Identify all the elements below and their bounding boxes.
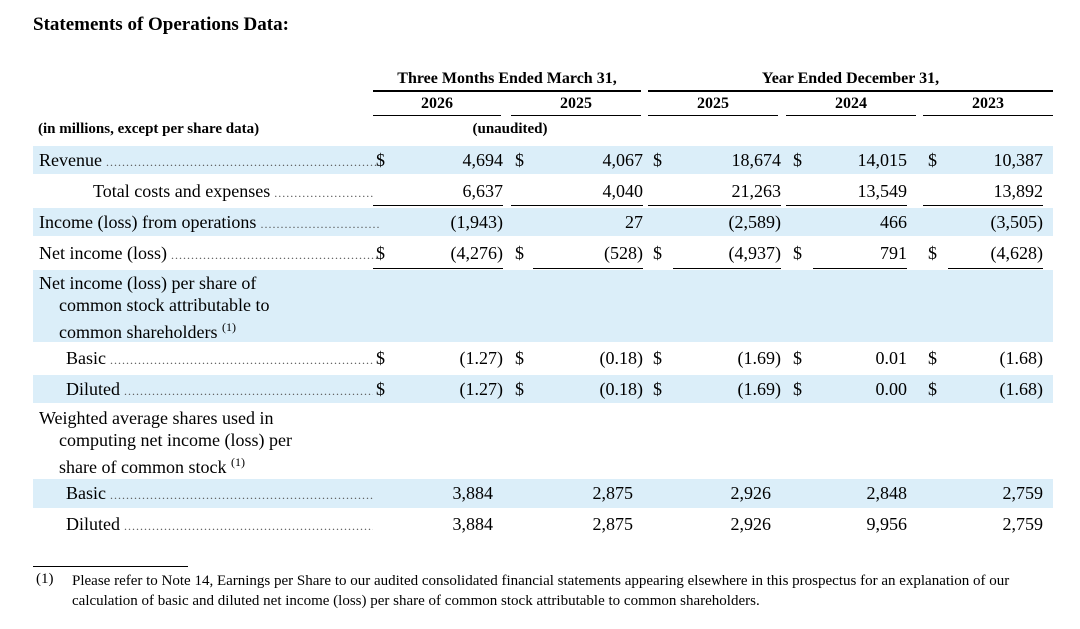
currency-symbol: $ [653, 347, 662, 368]
value-cell: 2,926 [730, 514, 772, 534]
value-cell: (1.68) [999, 378, 1044, 399]
value-cell: 4,040 [511, 177, 643, 206]
currency-symbol: $ [793, 149, 802, 170]
currency-symbol: $ [653, 149, 662, 170]
value-cell: (1.69) [737, 378, 782, 399]
currency-symbol: $ [793, 347, 802, 368]
currency-symbol: $ [515, 149, 524, 170]
row-label: Income (loss) from operations [39, 208, 379, 236]
value-cell: (0.18) [599, 378, 644, 399]
value-cell: 2,875 [592, 514, 634, 534]
value-cell: (4,276) [373, 239, 503, 271]
value-cell: 6,637 [373, 177, 503, 206]
year-2023-header: 2023 [923, 95, 1053, 116]
value-cell: 2,926 [730, 483, 772, 503]
value-cell: 3,884 [452, 514, 494, 534]
table-row-net-income: Net income (loss) $ (4,276) $ (528) $ (4… [33, 239, 1053, 271]
row-label: Basic [66, 479, 373, 508]
value-cell: (4,937) [673, 239, 781, 271]
eps-section-heading: Net income (loss) per share of common st… [33, 270, 1053, 342]
value-cell: (0.18) [599, 347, 644, 368]
table-row-shares-basic: Basic 3,884 2,875 2,926 2,848 2,759 [33, 479, 1053, 508]
value-cell: (1,943) [450, 211, 504, 232]
three-months-header: Three Months Ended March 31, [373, 70, 641, 92]
value-cell: 791 [813, 239, 907, 271]
value-cell: 27 [625, 211, 643, 232]
currency-symbol: $ [376, 149, 385, 170]
currency-symbol: $ [653, 378, 662, 399]
table-row-income-ops: Income (loss) from operations (1,943) 27… [33, 208, 1053, 236]
currency-symbol: $ [515, 243, 524, 263]
currency-symbol: $ [793, 243, 802, 263]
currency-symbol: $ [928, 149, 937, 170]
footnote-divider [33, 566, 188, 567]
value-cell: 0.00 [875, 378, 908, 399]
value-cell: 4,694 [462, 149, 504, 170]
shares-section-heading: Weighted average shares used in computin… [33, 405, 1053, 477]
eps-heading-text: Net income (loss) per share of common st… [39, 273, 270, 342]
value-cell: 14,015 [857, 149, 908, 170]
table-row-eps-diluted: Diluted $ (1.27) $ (0.18) $ (1.69) $ 0.0… [33, 375, 1053, 403]
table-row-shares-diluted: Diluted 3,884 2,875 2,926 9,956 2,759 [33, 510, 1053, 539]
year-ended-header: Year Ended December 31, [648, 70, 1053, 92]
currency-symbol: $ [376, 378, 385, 399]
currency-symbol: $ [928, 243, 937, 263]
currency-symbol: $ [928, 347, 937, 368]
table-row-eps-basic: Basic $ (1.27) $ (0.18) $ (1.69) $ 0.01 … [33, 344, 1053, 372]
unit-label: (in millions, except per share data) [38, 121, 260, 137]
value-cell: (1.69) [737, 347, 782, 368]
year-2025-q-header: 2025 [511, 95, 641, 116]
value-cell: 3,884 [452, 483, 494, 503]
currency-symbol: $ [376, 347, 385, 368]
value-cell: 10,387 [993, 149, 1044, 170]
value-cell: (1.27) [459, 347, 504, 368]
row-label: Net income (loss) [39, 239, 379, 268]
value-cell: (3,505) [990, 211, 1044, 232]
value-cell: 4,067 [602, 149, 644, 170]
value-cell: (528) [533, 239, 643, 271]
value-cell: 2,875 [592, 483, 634, 503]
year-2024-header: 2024 [786, 95, 916, 116]
value-cell: (2,589) [728, 211, 782, 232]
year-2026-header: 2026 [373, 95, 501, 116]
footnote-number: (1) [36, 571, 54, 587]
shares-heading-text: Weighted average shares used in computin… [39, 408, 292, 477]
value-cell: (1.27) [459, 378, 504, 399]
currency-symbol: $ [653, 243, 662, 263]
footnote-text: Please refer to Note 14, Earnings per Sh… [72, 573, 1010, 609]
value-cell: 13,892 [923, 177, 1043, 206]
year-2025-header: 2025 [648, 95, 778, 116]
row-label: Diluted [66, 375, 373, 403]
row-label: Basic [66, 344, 373, 372]
value-cell: 21,263 [648, 177, 781, 206]
value-cell: (4,628) [948, 239, 1043, 271]
currency-symbol: $ [376, 243, 385, 263]
value-cell: 18,674 [731, 149, 782, 170]
value-cell: 466 [880, 211, 907, 232]
value-cell: 2,759 [1002, 483, 1044, 503]
value-cell: 2,848 [866, 483, 908, 503]
value-cell: 2,759 [1002, 514, 1044, 534]
value-cell: 9,956 [866, 514, 908, 534]
unaudited-label: (unaudited) [472, 121, 548, 137]
currency-symbol: $ [515, 378, 524, 399]
section-title: Statements of Operations Data: [33, 14, 289, 35]
row-label: Total costs and expenses [93, 177, 373, 205]
row-label: Diluted [66, 510, 373, 539]
currency-symbol: $ [928, 378, 937, 399]
currency-symbol: $ [515, 347, 524, 368]
row-label: Revenue [39, 146, 379, 174]
value-cell: 13,549 [786, 177, 907, 206]
table-row-total-costs: Total costs and expenses 6,637 4,040 21,… [33, 177, 1053, 206]
value-cell: 0.01 [875, 347, 908, 368]
value-cell: (1.68) [999, 347, 1044, 368]
table-row-revenue: Revenue $ 4,694 $ 4,067 $ 18,674 $ 14,01… [33, 146, 1053, 174]
currency-symbol: $ [793, 378, 802, 399]
